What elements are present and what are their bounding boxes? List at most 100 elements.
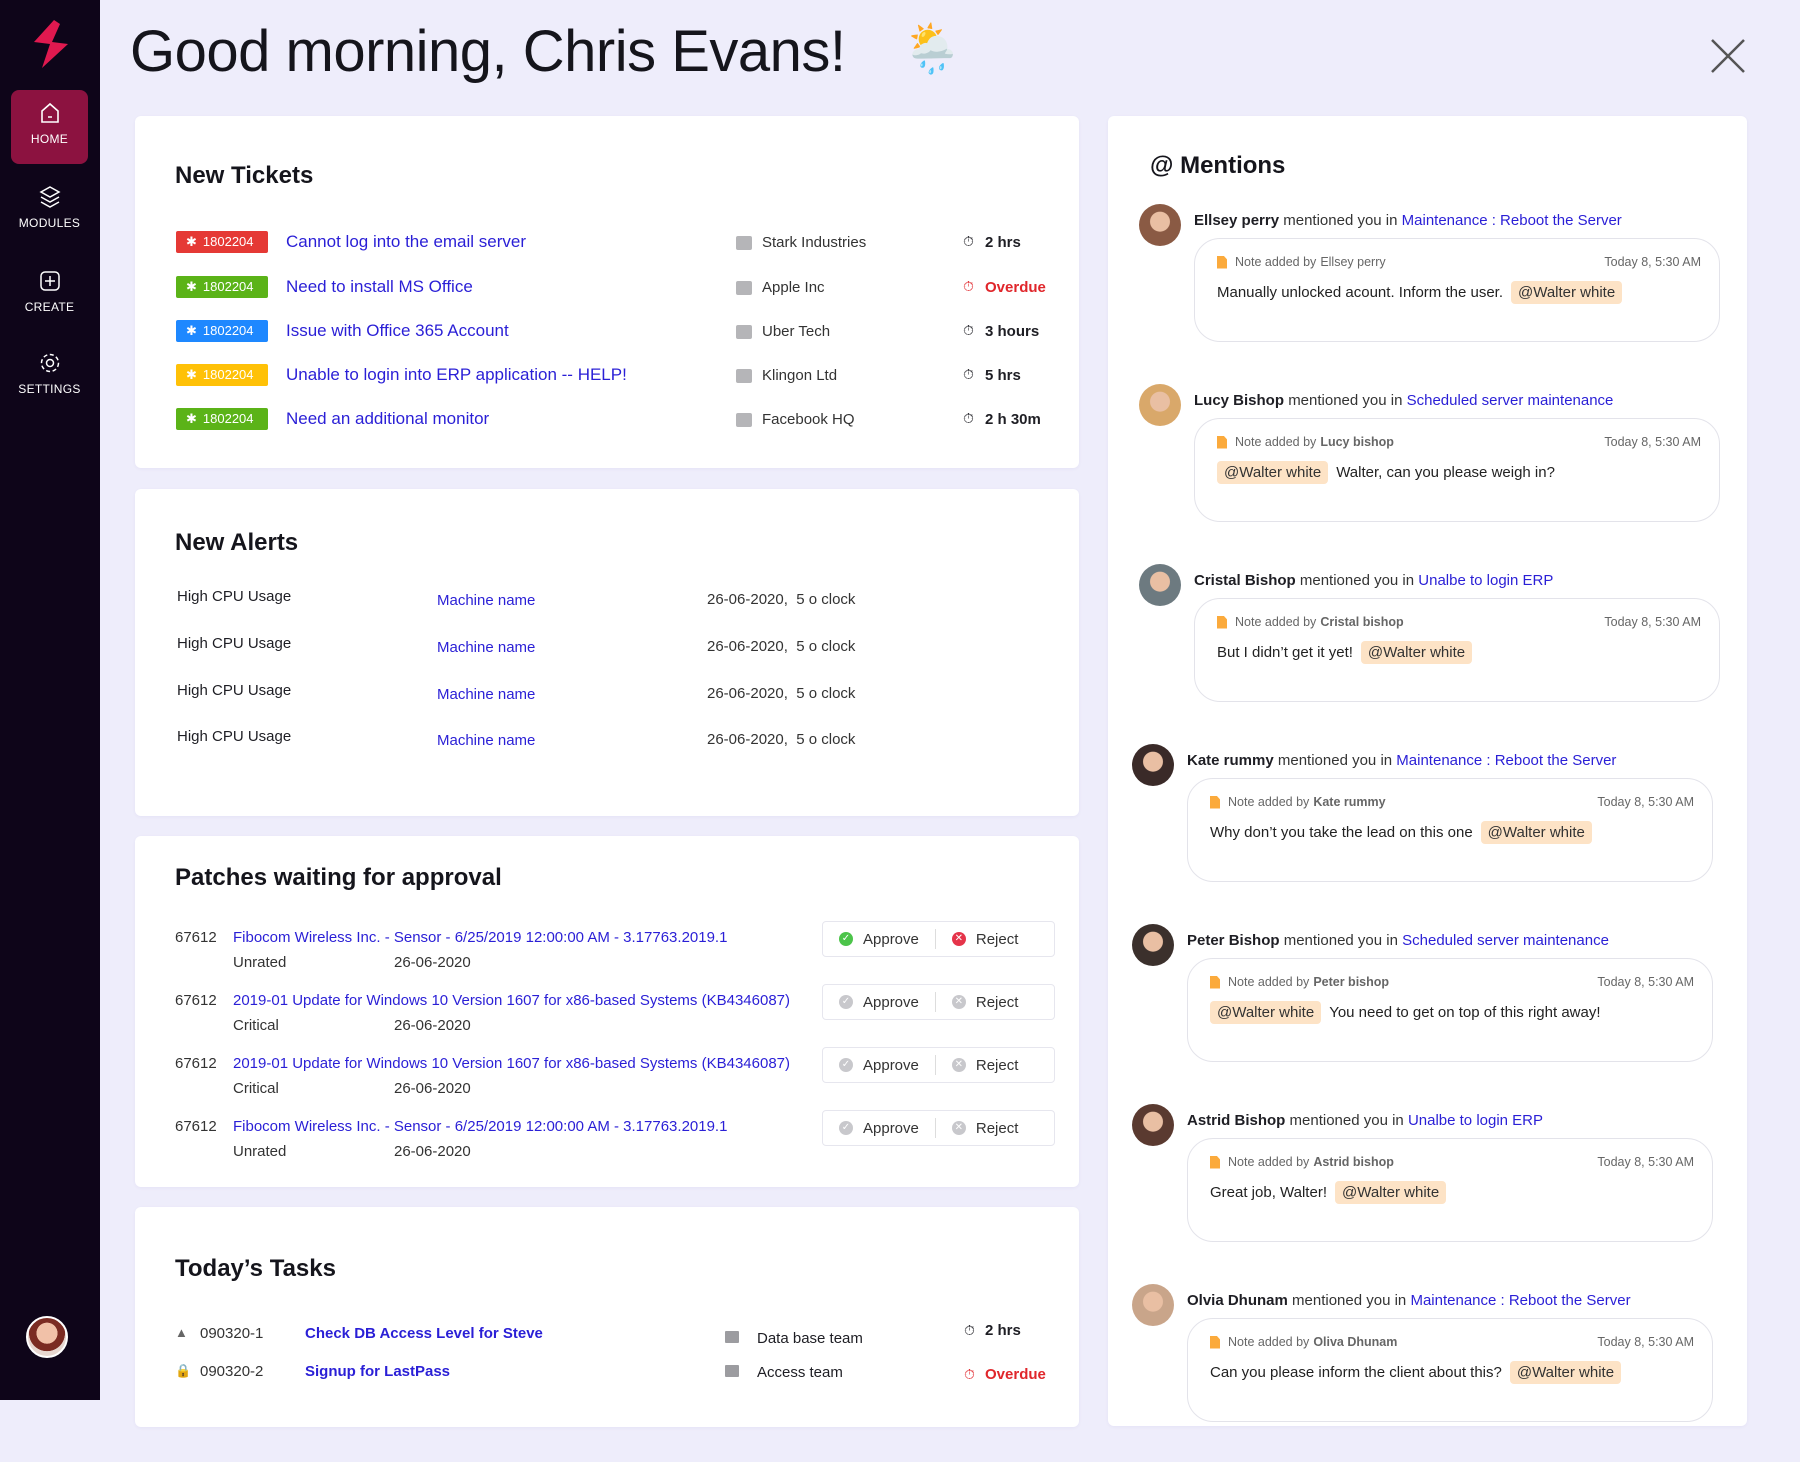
mention-tag[interactable]: @Walter white	[1511, 281, 1623, 304]
app-logo[interactable]	[28, 18, 74, 70]
patch-title-link[interactable]: 2019-01 Update for Windows 10 Version 16…	[233, 1055, 790, 1072]
company-icon	[736, 281, 752, 295]
ticket-id: 1802204	[202, 367, 254, 382]
reject-button[interactable]: ✕ Reject	[936, 985, 1035, 1019]
mention-author[interactable]: Ellsey perry	[1194, 212, 1280, 229]
ticket-title-link[interactable]: Cannot log into the email server	[286, 232, 527, 251]
reject-button[interactable]: ✕ Reject	[936, 1111, 1035, 1145]
task-title-link[interactable]: Signup for LastPass	[305, 1363, 451, 1380]
task-row[interactable]: 🔒 090320-2 Signup for LastPass Access team ⏱…	[135, 1363, 1079, 1387]
mention-context-link[interactable]: Maintenance : Reboot the Server	[1396, 752, 1617, 769]
mention-context-link[interactable]: Scheduled server maintenance	[1402, 932, 1609, 949]
avatar[interactable]	[1132, 744, 1174, 786]
note-meta: Note added by Oliva Dhunam	[1210, 1335, 1397, 1349]
alert-name: High CPU Usage	[177, 635, 292, 652]
note-card[interactable]: Note added by Cristal bishop Today 8, 5:30…	[1194, 598, 1720, 702]
machine-name-link[interactable]: Machine name	[437, 639, 536, 656]
ticket-time: 2 h 30m	[985, 411, 1041, 428]
mention-header: Olvia Dhunam mentioned you in Maintenanc…	[1187, 1292, 1631, 1309]
mention-author[interactable]: Peter Bishop	[1187, 932, 1280, 949]
mention-context-link[interactable]: Maintenance : Reboot the Server	[1401, 212, 1622, 229]
sidebar-item-settings[interactable]: SETTINGS	[11, 340, 88, 414]
avatar[interactable]	[1139, 564, 1181, 606]
mention-header: Astrid Bishop mentioned you in Unalbe to…	[1187, 1112, 1543, 1129]
mention-author[interactable]: Astrid Bishop	[1187, 1112, 1286, 1129]
mention-tag[interactable]: @Walter white	[1360, 641, 1473, 664]
note-card[interactable]: Note added by Oliva Dhunam Today 8, 5:30 A…	[1187, 1318, 1713, 1422]
sidebar-item-modules[interactable]: MODULES	[11, 174, 88, 248]
ticket-title-link[interactable]: Need an additional monitor	[286, 409, 490, 428]
machine-name-link[interactable]: Machine name	[437, 592, 536, 609]
mention-context-link[interactable]: Scheduled server maintenance	[1406, 392, 1614, 409]
task-title-link[interactable]: Check DB Access Level for Steve	[305, 1325, 543, 1342]
note-card[interactable]: Note added by Peter bishop Today 8, 5:30 A…	[1187, 958, 1713, 1062]
approve-button[interactable]: ✓ Approve	[823, 922, 935, 956]
note-body: Great job, Walter! @Walter white	[1210, 1181, 1447, 1204]
mention-tag[interactable]: @Walter white	[1210, 1001, 1322, 1024]
alert-time: 26-06-2020, 5 o clock	[707, 731, 856, 748]
approve-button[interactable]: ✓ Approve	[823, 1048, 935, 1082]
check-circle-icon: ✓	[839, 995, 853, 1009]
gear-icon	[40, 353, 59, 373]
avatar[interactable]	[1139, 204, 1181, 246]
ticket-row[interactable]: ✱ 1802204 Issue with Office 365 Account Ube…	[135, 320, 1079, 344]
mention-context-link[interactable]: Maintenance : Reboot the Server	[1410, 1292, 1631, 1309]
patch-title-link[interactable]: Fibocom Wireless Inc. - Sensor - 6/25/20…	[233, 929, 728, 946]
mention-tag[interactable]: @Walter white	[1217, 461, 1329, 484]
mention-tag[interactable]: @Walter white	[1334, 1181, 1447, 1204]
new-alerts-card: New Alerts High CPU Usage Machine name 26-…	[135, 489, 1079, 816]
note-text: Great job, Walter!	[1210, 1184, 1327, 1201]
ticket-row[interactable]: ✱ 1802204 Cannot log into the email server…	[135, 231, 1079, 255]
company-icon	[736, 325, 752, 339]
task-row[interactable]: ▲ 090320-1 Check DB Access Level for Steve…	[135, 1322, 1079, 1349]
note-card[interactable]: Note added by Kate rummy Today 8, 5:30 AM W…	[1187, 778, 1713, 882]
mention-context-link[interactable]: Unalbe to login ERP	[1418, 572, 1554, 589]
sidebar-item-home[interactable]: HOME	[11, 90, 88, 164]
mention-tag[interactable]: @Walter white	[1509, 1361, 1622, 1384]
task-id: 090320-2	[200, 1363, 264, 1380]
bug-icon: ✱	[186, 279, 197, 294]
mention-author[interactable]: Lucy Bishop	[1194, 392, 1285, 409]
machine-name-link[interactable]: Machine name	[437, 732, 536, 749]
ticket-id: 1802204	[202, 323, 254, 338]
avatar[interactable]	[1132, 924, 1174, 966]
ticket-row[interactable]: ✱ 1802204 Unable to login into ERP applica…	[135, 364, 1079, 388]
sidebar-item-create[interactable]: CREATE	[11, 258, 88, 332]
approve-button[interactable]: ✓ Approve	[823, 1111, 935, 1145]
avatar[interactable]	[1132, 1284, 1174, 1326]
approve-reject-group: ✓ Approve ✕ Reject	[822, 1110, 1055, 1146]
avatar[interactable]	[1139, 384, 1181, 426]
file-icon	[1210, 795, 1220, 809]
machine-name-link[interactable]: Machine name	[437, 686, 536, 703]
mention-header: Cristal Bishop mentioned you in Unalbe t…	[1194, 572, 1553, 589]
stopwatch-icon: ⏱	[963, 410, 974, 426]
approve-button[interactable]: ✓ Approve	[823, 985, 935, 1019]
ticket-row[interactable]: ✱ 1802204 Need an additional monitor Facebo…	[135, 408, 1079, 432]
reject-button[interactable]: ✕ Reject	[936, 1048, 1035, 1082]
mention-author[interactable]: Kate rummy	[1187, 752, 1274, 769]
mention-author[interactable]: Cristal Bishop	[1194, 572, 1296, 589]
reject-button[interactable]: ✕ Reject	[936, 922, 1035, 956]
ticket-title-link[interactable]: Need to install MS Office	[286, 277, 473, 296]
patch-title-link[interactable]: Fibocom Wireless Inc. - Sensor - 6/25/20…	[233, 1118, 728, 1135]
patch-title-link[interactable]: 2019-01 Update for Windows 10 Version 16…	[233, 992, 790, 1009]
section-title: Patches waiting for approval	[175, 864, 502, 891]
company-name: Apple Inc	[762, 279, 825, 296]
avatar[interactable]	[1132, 1104, 1174, 1146]
ticket-id: 1802204	[202, 234, 254, 249]
note-body: Can you please inform the client about t…	[1210, 1361, 1622, 1384]
mention-author[interactable]: Olvia Dhunam	[1187, 1292, 1288, 1309]
stopwatch-icon: ⏱	[963, 278, 974, 294]
mention-context-link[interactable]: Unalbe to login ERP	[1407, 1112, 1544, 1129]
user-avatar[interactable]	[26, 1316, 68, 1358]
note-card[interactable]: Note added by Ellsey perry Today 8, 5:30 A…	[1194, 238, 1720, 342]
note-card[interactable]: Note added by Astrid bishop Today 8, 5:30 …	[1187, 1138, 1713, 1242]
ticket-title-link[interactable]: Unable to login into ERP application -- …	[286, 365, 627, 384]
ticket-title-link[interactable]: Issue with Office 365 Account	[286, 321, 509, 340]
team-name: Data base team	[757, 1330, 863, 1347]
mention-tag[interactable]: @Walter white	[1480, 821, 1592, 844]
ticket-row[interactable]: ✱ 1802204 Need to install MS Office Apple I…	[135, 276, 1079, 300]
note-prefix: Note added by	[1228, 795, 1310, 809]
close-icon[interactable]	[1708, 36, 1748, 76]
note-card[interactable]: Note added by Lucy bishop Today 8, 5:30 AM…	[1194, 418, 1720, 522]
